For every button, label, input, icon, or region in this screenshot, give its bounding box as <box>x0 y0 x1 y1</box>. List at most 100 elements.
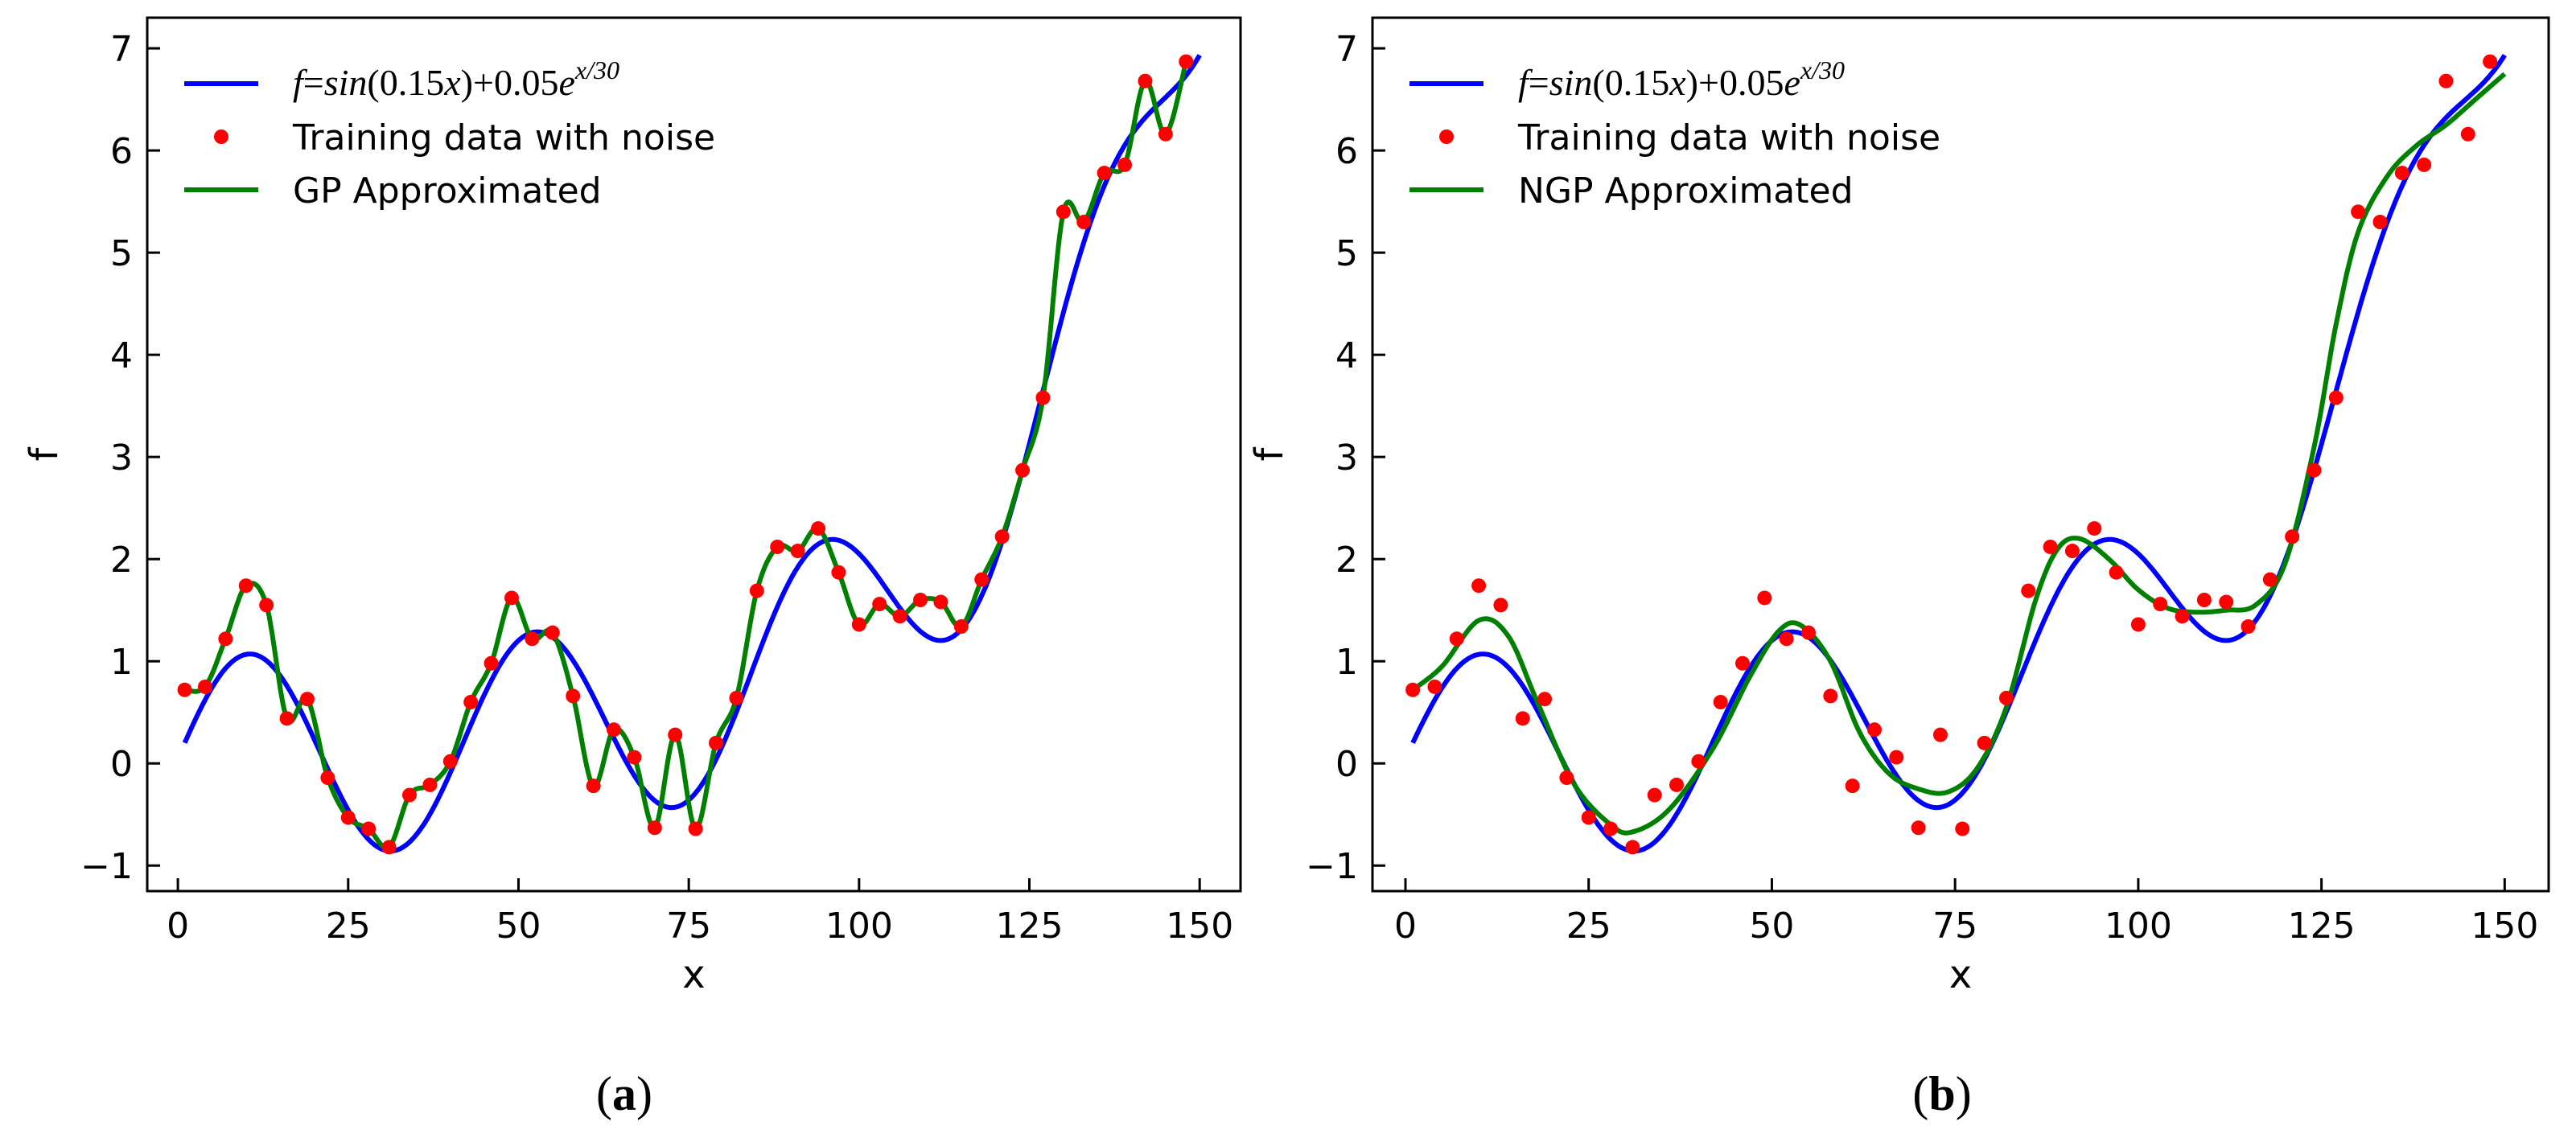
training-data-point <box>872 597 887 612</box>
y-tick-label: 0 <box>1335 744 1358 785</box>
training-data-point <box>340 810 356 825</box>
legend-approximation-label: GP Approximated <box>293 170 602 212</box>
training-data-point <box>709 735 724 750</box>
training-data-point <box>749 583 764 598</box>
training-data-point <box>2087 521 2102 536</box>
training-data-point <box>586 779 601 794</box>
training-data-point <box>2438 73 2454 88</box>
y-tick-label: 1 <box>1335 642 1358 683</box>
x-tick-label: 125 <box>996 906 1064 947</box>
y-tick-label: 1 <box>110 642 133 683</box>
y-tick-label: 4 <box>1335 335 1358 376</box>
chart-panel-b: 0 25 50 75 100 125 150 −1 0 1 2 3 4 5 6 7 x f f=sin(0.15x)… <box>1247 16 2550 1120</box>
x-tick-label: 75 <box>666 906 711 947</box>
training-data-point <box>2196 593 2212 607</box>
training-data-point <box>1800 625 1816 640</box>
x-axis-label: x <box>682 952 705 997</box>
training-data-point <box>2219 594 2234 610</box>
training-data-point <box>1625 840 1640 855</box>
y-tick-label: 2 <box>1335 540 1358 581</box>
legend-true-function-label: f=sin(0.15x)+0.05ex/30 <box>1518 55 1845 103</box>
x-tick-label: 150 <box>1166 906 1233 947</box>
chart-panel-a: 0 25 50 75 100 125 150 −1 0 1 2 3 4 5 6 7 x f f=sin(0.15x)… <box>22 16 1242 1120</box>
training-data-point <box>1559 770 1574 786</box>
y-tick-label: 0 <box>110 744 133 785</box>
training-data-point <box>2483 54 2498 69</box>
training-data-point <box>1823 688 1838 704</box>
training-data-point <box>1735 655 1751 671</box>
training-data-point <box>1158 126 1173 142</box>
training-data-point <box>1932 727 1948 742</box>
plot-area <box>1405 54 2507 855</box>
training-data-point <box>668 727 683 742</box>
training-data-point <box>2460 126 2475 142</box>
training-data-point <box>361 821 377 836</box>
training-data-point <box>1779 631 1794 647</box>
training-data-point <box>790 544 805 559</box>
training-data-point <box>2328 390 2344 405</box>
training-data-point <box>1955 821 1970 836</box>
x-tick-label: 50 <box>496 906 541 947</box>
training-data-point <box>831 565 846 580</box>
training-data-point <box>1015 462 1031 478</box>
training-data-point <box>688 821 703 836</box>
training-data-point <box>401 787 417 803</box>
x-tick-label: 150 <box>2471 906 2538 947</box>
training-data-point <box>525 631 540 647</box>
x-tick-label: 0 <box>1394 906 1417 947</box>
training-data-point <box>2021 583 2036 598</box>
training-data-point <box>1691 754 1706 769</box>
plot-area <box>177 54 1202 855</box>
training-data-point <box>1449 631 1464 647</box>
training-data-point <box>1866 722 1882 737</box>
y-tick-label: 6 <box>110 131 133 172</box>
training-data-point <box>381 840 397 855</box>
training-data-point <box>1713 695 1728 710</box>
training-data-point <box>770 539 785 554</box>
x-axis-label: x <box>1949 952 1972 997</box>
training-data-point <box>1117 157 1133 172</box>
training-data-point <box>1515 711 1530 726</box>
training-data-point <box>299 692 315 707</box>
training-data-point <box>1076 215 1092 230</box>
training-data-point <box>892 609 907 624</box>
y-tick-label: −1 <box>80 846 133 887</box>
training-data-point <box>1537 692 1553 707</box>
training-data-point <box>1669 777 1685 792</box>
training-data-point <box>2241 619 2256 635</box>
training-data-point <box>463 695 479 710</box>
training-data-point <box>1138 73 1153 88</box>
training-data-point <box>729 690 744 705</box>
y-tick-label: 3 <box>110 438 133 479</box>
legend-training-data-marker <box>1439 129 1454 144</box>
training-data-point <box>2306 462 2322 478</box>
y-tick-label: 6 <box>1335 131 1358 172</box>
x-tick-label: 0 <box>167 906 189 947</box>
x-tick-label: 100 <box>825 906 893 947</box>
training-data-point <box>1889 750 1904 765</box>
training-data-point <box>2394 166 2409 181</box>
plot-frame <box>1371 16 2550 893</box>
plot-frame <box>146 16 1242 893</box>
panel-caption: (a) <box>596 1067 652 1120</box>
training-data-point <box>2064 544 2080 559</box>
legend-true-function-label: f=sin(0.15x)+0.05ex/30 <box>293 55 619 103</box>
training-data-point <box>1179 54 1194 69</box>
y-tick-label: 7 <box>110 29 133 70</box>
legend-training-data-marker <box>214 129 228 144</box>
training-data-point <box>1977 735 1992 750</box>
x-tick-label: 75 <box>1932 906 1977 947</box>
training-data-point <box>2417 157 2432 172</box>
legend-training-data-label: Training data with noise <box>292 117 715 158</box>
x-tick-label: 100 <box>2105 906 2172 947</box>
training-data-point <box>1911 820 1926 836</box>
training-data-point <box>851 617 866 632</box>
training-data-point <box>2262 572 2278 587</box>
training-data-point <box>1998 690 2014 705</box>
y-tick-label: 3 <box>1335 438 1358 479</box>
y-tick-label: 2 <box>110 540 133 581</box>
training-data-point <box>2153 597 2168 612</box>
training-data-point <box>627 750 642 765</box>
training-data-point <box>259 598 274 613</box>
